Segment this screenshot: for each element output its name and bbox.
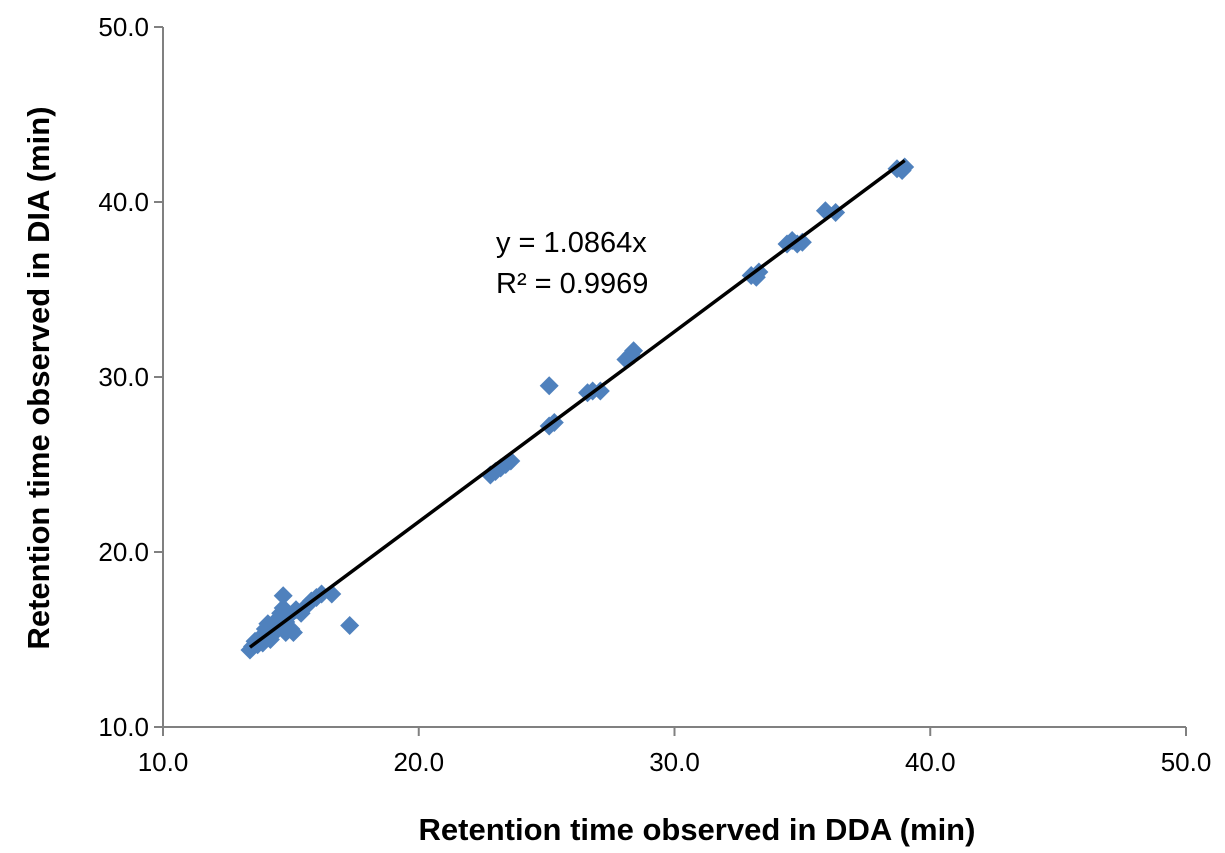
data-point	[624, 341, 644, 361]
x-tick-label: 10.0	[138, 747, 189, 777]
data-point	[340, 616, 360, 635]
y-tick-label: 20.0	[98, 537, 149, 567]
x-tick-label: 20.0	[393, 747, 444, 777]
data-point	[539, 376, 559, 396]
data-point	[273, 586, 293, 606]
data-point	[792, 232, 812, 252]
data-point	[283, 623, 303, 642]
trendline-equation: y = 1.0864x	[496, 227, 647, 259]
y-tick-label: 40.0	[98, 187, 149, 217]
data-points	[240, 157, 915, 660]
y-tick-label: 30.0	[98, 362, 149, 392]
x-axis-title: Retention time observed in DDA (min)	[419, 812, 976, 847]
y-axis-title: Retention time observed in DIA (min)	[21, 106, 56, 649]
trendline	[248, 159, 906, 649]
y-axis-ticks: 10.0 20.0 30.0 40.0 50.0	[98, 12, 163, 742]
y-tick-label: 50.0	[98, 12, 149, 42]
x-tick-label: 50.0	[1161, 747, 1212, 777]
x-axis-ticks: 10.0 20.0 30.0 40.0 50.0	[138, 727, 1212, 777]
x-tick-label: 30.0	[649, 747, 700, 777]
trendline-r-squared: R² = 0.9969	[496, 268, 648, 300]
y-tick-label: 10.0	[98, 712, 149, 742]
x-tick-label: 40.0	[905, 747, 956, 777]
data-point	[590, 381, 610, 401]
